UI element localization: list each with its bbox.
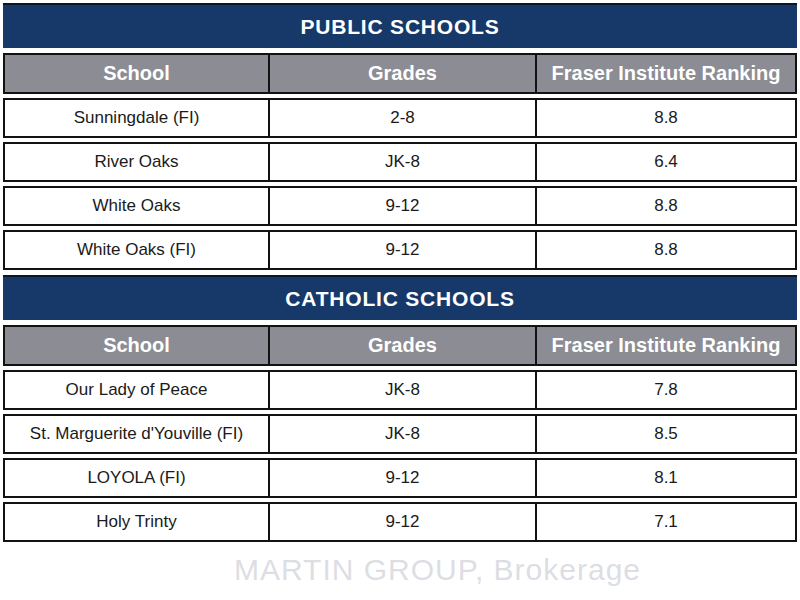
grades-cell: JK-8 bbox=[268, 370, 537, 410]
school-name-cell: White Oaks (FI) bbox=[3, 230, 270, 270]
grades-cell: 9-12 bbox=[268, 458, 537, 498]
section-title-catholic-schools: CATHOLIC SCHOOLS bbox=[3, 275, 797, 320]
grades-cell: 2-8 bbox=[268, 98, 537, 138]
grades-cell: 9-12 bbox=[268, 502, 537, 542]
catholic-header-school: School bbox=[3, 325, 270, 366]
table-row: White Oaks (FI) 9-12 8.8 bbox=[3, 230, 797, 270]
ranking-cell: 7.8 bbox=[535, 370, 797, 410]
ranking-cell: 8.5 bbox=[535, 414, 797, 454]
school-name-cell: LOYOLA (FI) bbox=[3, 458, 270, 498]
public-header-grades: Grades bbox=[268, 53, 537, 94]
school-name-cell: Sunningdale (FI) bbox=[3, 98, 270, 138]
section-title-public-schools: PUBLIC SCHOOLS bbox=[3, 3, 797, 48]
ranking-cell: 8.1 bbox=[535, 458, 797, 498]
table-row: Holy Trinty 9-12 7.1 bbox=[3, 502, 797, 542]
catholic-header-grades: Grades bbox=[268, 325, 537, 366]
public-header-row: School Grades Fraser Institute Ranking bbox=[3, 53, 797, 94]
ranking-cell: 8.8 bbox=[535, 98, 797, 138]
public-header-school: School bbox=[3, 53, 270, 94]
table-row: Our Lady of Peace JK-8 7.8 bbox=[3, 370, 797, 410]
table-row: St. Marguerite d'Youville (FI) JK-8 8.5 bbox=[3, 414, 797, 454]
table-row: River Oaks JK-8 6.4 bbox=[3, 142, 797, 182]
school-name-cell: Our Lady of Peace bbox=[3, 370, 270, 410]
school-name-cell: White Oaks bbox=[3, 186, 270, 226]
public-header-ranking: Fraser Institute Ranking bbox=[535, 53, 797, 94]
school-name-cell: St. Marguerite d'Youville (FI) bbox=[3, 414, 270, 454]
school-rankings-page: PUBLIC SCHOOLS School Grades Fraser Inst… bbox=[0, 0, 800, 600]
ranking-cell: 6.4 bbox=[535, 142, 797, 182]
grades-cell: JK-8 bbox=[268, 142, 537, 182]
catholic-header-row: School Grades Fraser Institute Ranking bbox=[3, 325, 797, 366]
ranking-cell: 7.1 bbox=[535, 502, 797, 542]
grades-cell: JK-8 bbox=[268, 414, 537, 454]
table-row: Sunningdale (FI) 2-8 8.8 bbox=[3, 98, 797, 138]
catholic-header-ranking: Fraser Institute Ranking bbox=[535, 325, 797, 366]
section-divider bbox=[3, 270, 797, 271]
table-row: White Oaks 9-12 8.8 bbox=[3, 186, 797, 226]
school-name-cell: Holy Trinty bbox=[3, 502, 270, 542]
footnotes: *FI: French Immersion *Fraser Institute … bbox=[23, 561, 769, 600]
ranking-cell: 8.8 bbox=[535, 230, 797, 270]
grades-cell: 9-12 bbox=[268, 230, 537, 270]
ranking-cell: 8.8 bbox=[535, 186, 797, 226]
school-name-cell: River Oaks bbox=[3, 142, 270, 182]
table-row: LOYOLA (FI) 9-12 8.1 bbox=[3, 458, 797, 498]
grades-cell: 9-12 bbox=[268, 186, 537, 226]
